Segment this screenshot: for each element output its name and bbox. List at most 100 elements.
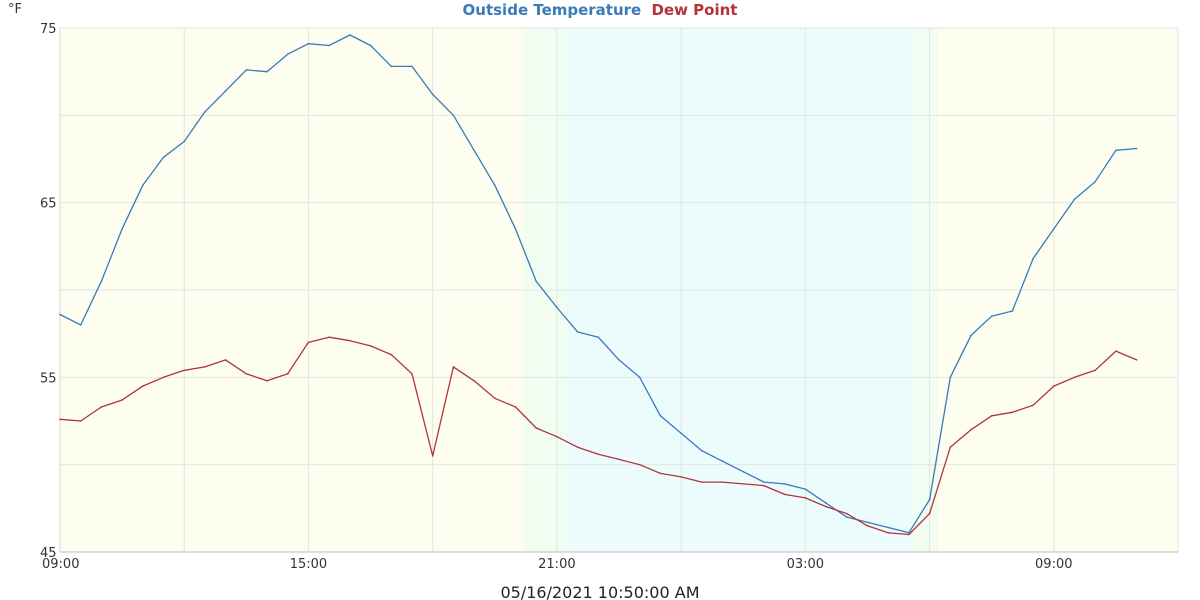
- data-point: [493, 184, 496, 186]
- data-point: [721, 481, 724, 483]
- data-point: [783, 483, 786, 485]
- x-tick-label: 21:00: [538, 557, 575, 572]
- data-point: [659, 414, 662, 417]
- data-point: [328, 336, 330, 338]
- y-axis-ticks: 45 55 65 75: [40, 22, 57, 561]
- data-point: [390, 65, 393, 68]
- data-point: [245, 69, 248, 71]
- y-tick-label: 45: [40, 546, 57, 561]
- data-point: [701, 449, 703, 452]
- data-point: [431, 93, 434, 96]
- data-point: [825, 502, 827, 504]
- y-axis-unit: °F: [8, 2, 22, 17]
- data-point: [59, 313, 61, 316]
- data-point: [1073, 198, 1076, 200]
- data-point: [452, 114, 455, 117]
- data-point: [286, 53, 289, 55]
- data-point: [142, 385, 144, 387]
- title-dew-point: Dew Point: [651, 1, 737, 19]
- data-point: [1032, 257, 1034, 260]
- data-point: [742, 470, 745, 473]
- data-point: [680, 476, 682, 478]
- y-tick-label: 75: [40, 22, 57, 37]
- data-point: [473, 149, 475, 152]
- data-point: [431, 455, 434, 457]
- data-point: [908, 533, 910, 536]
- data-point: [576, 446, 579, 449]
- data-point: [369, 44, 372, 47]
- data-point: [887, 531, 889, 534]
- data-point: [1094, 180, 1096, 183]
- data-point: [990, 315, 993, 318]
- x-tick-label: 09:00: [1035, 557, 1072, 572]
- data-point: [328, 44, 330, 47]
- data-point: [990, 414, 993, 417]
- data-point: [79, 324, 82, 326]
- x-tick-label: 03:00: [787, 557, 824, 572]
- data-point: [349, 339, 351, 342]
- data-point: [266, 380, 268, 382]
- data-point: [514, 228, 517, 230]
- data-point: [369, 345, 372, 347]
- data-point: [514, 406, 517, 408]
- x-axis-timestamp: 05/16/2021 10:50:00 AM: [501, 583, 700, 600]
- data-point: [1135, 359, 1138, 361]
- data-point: [390, 353, 393, 356]
- data-point: [1094, 369, 1096, 372]
- data-point: [59, 418, 61, 421]
- series-points-dew-point: [59, 336, 1138, 536]
- data-point: [597, 453, 600, 455]
- x-tick-label: 09:00: [42, 557, 79, 572]
- data-point: [1052, 385, 1055, 387]
- data-point: [204, 366, 206, 368]
- data-point: [1115, 350, 1117, 352]
- data-point: [224, 90, 227, 92]
- series-points-outside-temperature: [59, 34, 1138, 534]
- data-point: [638, 376, 641, 379]
- data-point: [535, 427, 537, 429]
- data-point: [866, 521, 869, 524]
- data-point: [411, 65, 413, 68]
- data-point: [763, 481, 765, 483]
- data-point: [556, 435, 558, 438]
- data-point: [928, 498, 931, 501]
- data-point: [618, 359, 620, 361]
- data-point: [618, 458, 620, 461]
- data-point: [949, 446, 952, 449]
- data-point: [473, 380, 475, 382]
- y-tick-label: 65: [40, 197, 57, 212]
- data-point: [638, 463, 641, 466]
- data-point: [1011, 310, 1014, 312]
- data-point: [121, 399, 123, 401]
- data-point: [783, 493, 786, 496]
- data-point: [1115, 149, 1117, 152]
- data-point: [970, 428, 972, 431]
- data-point: [1032, 404, 1034, 407]
- data-point: [162, 156, 165, 159]
- x-tick-label: 15:00: [290, 557, 327, 572]
- data-point: [183, 369, 186, 372]
- data-point: [659, 472, 662, 475]
- data-point: [162, 376, 165, 379]
- data-point: [597, 336, 600, 338]
- data-point: [887, 526, 889, 529]
- data-point: [307, 42, 310, 45]
- title-outside-temperature: Outside Temperature: [463, 1, 642, 19]
- data-point: [763, 484, 765, 487]
- data-point: [100, 406, 103, 408]
- data-point: [949, 376, 952, 379]
- data-point: [908, 531, 910, 534]
- data-point: [825, 505, 827, 508]
- data-point: [866, 525, 869, 527]
- data-point: [411, 373, 413, 375]
- y-tick-label: 55: [40, 371, 57, 386]
- data-point: [121, 228, 123, 230]
- grid-lines: [59, 27, 1179, 553]
- data-point: [245, 373, 248, 375]
- series-lines: [59, 34, 1138, 536]
- data-point: [183, 140, 186, 143]
- data-point: [307, 341, 310, 344]
- data-point: [721, 460, 724, 462]
- data-point: [142, 184, 144, 186]
